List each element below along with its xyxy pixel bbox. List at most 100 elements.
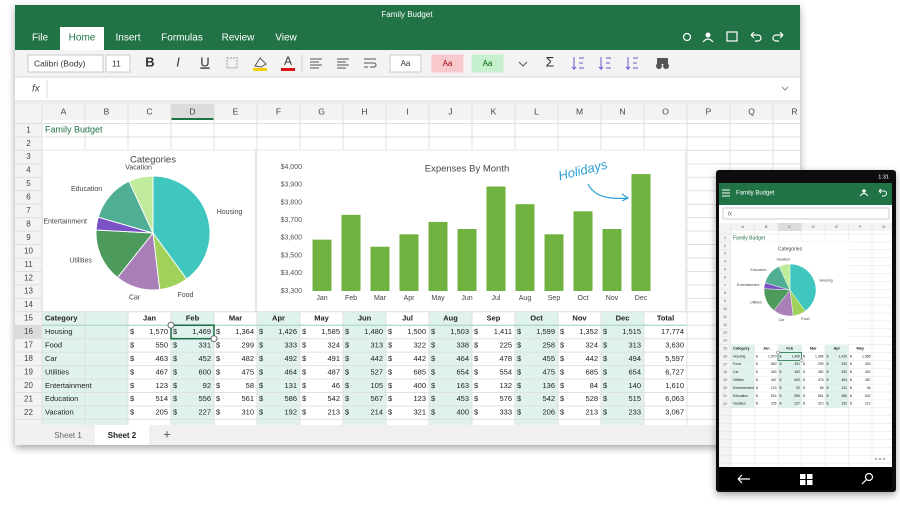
column-header[interactable]: Q: [748, 106, 755, 116]
sheet-tab[interactable]: Sheet 2: [108, 431, 137, 440]
column-header[interactable]: A: [61, 106, 67, 116]
table-header[interactable]: Oct: [530, 314, 543, 323]
table-value[interactable]: 310: [241, 408, 254, 417]
table-value[interactable]: 46: [332, 381, 340, 390]
table-value[interactable]: 550: [155, 340, 168, 349]
table-value[interactable]: 206: [542, 408, 555, 417]
table-value[interactable]: 140: [628, 381, 641, 390]
row-header[interactable]: 14: [24, 300, 33, 309]
table-value[interactable]: 84: [590, 381, 598, 390]
row-header[interactable]: 20: [24, 381, 33, 390]
table-category[interactable]: Education: [45, 394, 78, 403]
table-value[interactable]: 1,515: [622, 327, 641, 336]
table-value[interactable]: 400: [456, 408, 469, 417]
table-total[interactable]: 3,630: [665, 340, 684, 349]
table-value[interactable]: 1,503: [450, 327, 469, 336]
table-total[interactable]: 1,610: [665, 381, 684, 390]
column-header[interactable]: M: [576, 106, 583, 116]
table-value[interactable]: 586: [284, 394, 297, 403]
add-sheet[interactable]: +: [163, 426, 171, 441]
row-header[interactable]: 13: [24, 287, 33, 296]
column-header[interactable]: O: [662, 106, 669, 116]
column-header[interactable]: I: [406, 106, 408, 116]
column-header[interactable]: E: [233, 106, 239, 116]
table-value[interactable]: 213: [327, 408, 340, 417]
column-header[interactable]: C: [146, 106, 152, 116]
column-header[interactable]: D: [189, 106, 195, 116]
table-value[interactable]: 214: [370, 408, 383, 417]
table-value[interactable]: 313: [628, 340, 641, 349]
table-total[interactable]: 6,063: [665, 394, 684, 403]
row-header[interactable]: 12: [24, 273, 33, 282]
column-header[interactable]: P: [706, 106, 712, 116]
table-header[interactable]: Category: [45, 314, 78, 323]
table-value[interactable]: 132: [499, 381, 512, 390]
row-header[interactable]: 22: [24, 408, 33, 417]
table-value[interactable]: 453: [456, 394, 469, 403]
table-header[interactable]: Aug: [443, 314, 458, 323]
column-header[interactable]: L: [534, 106, 539, 116]
table-category[interactable]: Entertainment: [45, 381, 93, 390]
cell-style-label[interactable]: Aa: [483, 59, 493, 68]
table-header[interactable]: Mar: [229, 314, 242, 323]
table-value[interactable]: 1,469: [192, 327, 211, 336]
table-value[interactable]: 527: [370, 367, 383, 376]
table-category[interactable]: Food: [45, 340, 62, 349]
table-value[interactable]: 442: [585, 354, 598, 363]
row-header[interactable]: 17: [24, 341, 33, 350]
table-category[interactable]: Car: [45, 354, 58, 363]
table-value[interactable]: 131: [284, 381, 297, 390]
row-header[interactable]: 11: [24, 260, 33, 269]
table-value[interactable]: 324: [585, 340, 598, 349]
format-button[interactable]: B: [145, 54, 154, 69]
table-value[interactable]: 556: [198, 394, 211, 403]
table-value[interactable]: 299: [241, 340, 254, 349]
row-header[interactable]: 15: [24, 314, 33, 323]
table-category[interactable]: Housing: [45, 327, 73, 336]
ribbon-tab[interactable]: Review: [222, 33, 256, 44]
row-header[interactable]: 16: [24, 327, 33, 336]
table-value[interactable]: 455: [542, 354, 555, 363]
table-header[interactable]: Jun: [358, 314, 372, 323]
table-header[interactable]: Jan: [143, 314, 156, 323]
table-value[interactable]: 542: [542, 394, 555, 403]
table-value[interactable]: 227: [198, 408, 211, 417]
table-value[interactable]: 654: [628, 367, 641, 376]
table-value[interactable]: 324: [327, 340, 340, 349]
row-header[interactable]: 10: [24, 246, 33, 255]
table-value[interactable]: 494: [628, 354, 641, 363]
table-value[interactable]: 561: [241, 394, 254, 403]
column-header[interactable]: J: [448, 106, 452, 116]
table-value[interactable]: 475: [542, 367, 555, 376]
table-value[interactable]: 576: [499, 394, 512, 403]
table-value[interactable]: 482: [241, 354, 254, 363]
table-value[interactable]: 1,585: [321, 327, 340, 336]
row-header[interactable]: 19: [24, 367, 33, 376]
table-value[interactable]: 492: [284, 354, 297, 363]
table-value[interactable]: 1,599: [536, 327, 555, 336]
column-header[interactable]: N: [619, 106, 625, 116]
table-value[interactable]: 554: [499, 367, 512, 376]
table-value[interactable]: 233: [628, 408, 641, 417]
ribbon-tab[interactable]: View: [275, 33, 297, 44]
table-value[interactable]: 333: [284, 340, 297, 349]
table-value[interactable]: 685: [413, 367, 426, 376]
ribbon-tab[interactable]: File: [32, 33, 49, 44]
row-header[interactable]: 5: [26, 179, 31, 188]
table-value[interactable]: 313: [370, 340, 383, 349]
table-value[interactable]: 491: [327, 354, 340, 363]
table-total[interactable]: 5,597: [665, 354, 684, 363]
table-value[interactable]: 685: [585, 367, 598, 376]
row-header[interactable]: 7: [26, 206, 31, 215]
table-value[interactable]: 333: [499, 408, 512, 417]
table-header[interactable]: Jul: [402, 314, 413, 323]
table-value[interactable]: 123: [413, 394, 426, 403]
table-total[interactable]: 6,727: [665, 367, 684, 376]
table-value[interactable]: 322: [413, 340, 426, 349]
table-value[interactable]: 105: [370, 381, 383, 390]
font-color-button[interactable]: A: [284, 54, 292, 68]
ribbon-tab[interactable]: Formulas: [161, 33, 203, 44]
table-value[interactable]: 464: [284, 367, 297, 376]
cell-style-label[interactable]: Aa: [401, 59, 411, 68]
table-value[interactable]: 654: [456, 367, 469, 376]
